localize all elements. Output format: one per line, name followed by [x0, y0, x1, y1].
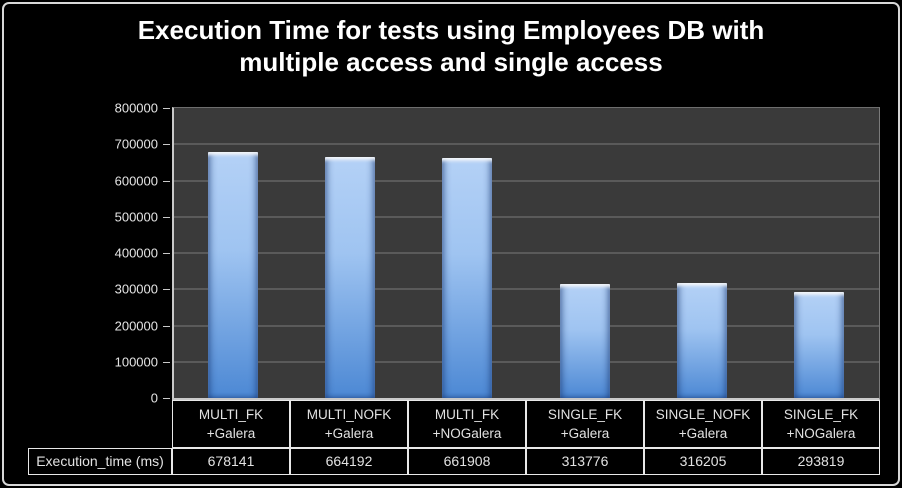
gridline	[174, 288, 879, 291]
table-spacer-cell	[28, 400, 172, 448]
bar	[559, 284, 610, 398]
gridline	[174, 143, 879, 146]
category-label-line: +NOGalera	[432, 426, 502, 441]
y-tick-label: 500000	[114, 209, 158, 225]
gridline	[174, 215, 879, 218]
plot-area	[172, 107, 880, 400]
bar	[442, 158, 493, 398]
value-cell: 313776	[526, 448, 644, 475]
value-cell: 316205	[644, 448, 762, 475]
category-label-line: +Galera	[678, 426, 728, 441]
value-cell: 661908	[408, 448, 526, 475]
y-tick-mark	[163, 216, 170, 218]
y-tick-label: 300000	[114, 281, 158, 297]
gridline	[174, 360, 879, 363]
y-tick-mark	[163, 398, 170, 399]
category-cell: MULTI_FK +NOGalera	[408, 400, 526, 448]
data-table: MULTI_FK +Galera MULTI_NOFK +Galera MULTI_FK…	[28, 400, 880, 475]
bar	[677, 283, 727, 398]
chart-title: Execution Time for tests using Employees…	[0, 14, 902, 78]
value-cell: 664192	[290, 448, 408, 475]
bar	[207, 152, 258, 398]
value-row: Execution_time (ms) 678141 664192 661908 31…	[28, 448, 880, 475]
category-label-line: +Galera	[560, 426, 610, 441]
category-label-line: +Galera	[324, 426, 374, 441]
category-label-line: +Galera	[206, 426, 256, 441]
y-tick-label: 800000	[114, 100, 158, 116]
category-header-row: MULTI_FK +Galera MULTI_NOFK +Galera MULTI_FK…	[28, 400, 880, 448]
y-axis: 0 100000 200000 300000 400000 500000 600000 700…	[0, 101, 172, 406]
y-tick-label: 200000	[114, 318, 158, 333]
gridline	[174, 324, 879, 327]
category-cell: SINGLE_NOFK +Galera	[644, 400, 762, 448]
category-label-line: +NOGalera	[786, 426, 856, 441]
y-tick-mark	[163, 325, 170, 327]
category-label-line: SINGLE_NOFK	[655, 407, 751, 422]
y-tick-label: 700000	[114, 136, 158, 152]
y-tick-label: 100000	[114, 354, 158, 370]
value-cell: 293819	[762, 448, 880, 475]
y-tick-mark	[163, 144, 170, 146]
gridline	[174, 252, 879, 254]
category-label-line: MULTI_FK	[198, 407, 264, 422]
category-label-line: MULTI_NOFK	[306, 407, 392, 422]
y-tick-label: 0	[150, 390, 158, 406]
category-cell: MULTI_FK +Galera	[172, 400, 290, 448]
bar	[794, 291, 845, 398]
y-tick-mark	[163, 253, 170, 254]
y-tick-mark	[163, 108, 170, 109]
chart-title-line1: Execution Time for tests using Employees…	[137, 15, 765, 45]
y-tick-label: 600000	[114, 173, 158, 188]
category-cell: SINGLE_FK +NOGalera	[762, 400, 880, 448]
category-label-line: SINGLE_FK	[783, 407, 859, 422]
category-cell: MULTI_NOFK +Galera	[290, 400, 408, 448]
category-label-line: MULTI_FK	[434, 407, 500, 422]
gridline	[174, 179, 879, 182]
category-cell: SINGLE_FK +Galera	[526, 400, 644, 448]
value-cell: 678141	[172, 448, 290, 475]
y-tick-mark	[163, 180, 170, 182]
category-label-line: SINGLE_FK	[547, 407, 623, 422]
bar	[325, 157, 375, 398]
chart-title-line2: multiple access and single access	[239, 47, 663, 77]
y-tick-mark	[163, 289, 170, 291]
y-tick-label: 400000	[114, 245, 158, 261]
row-label-cell: Execution_time (ms)	[28, 448, 172, 475]
y-tick-mark	[163, 361, 170, 363]
